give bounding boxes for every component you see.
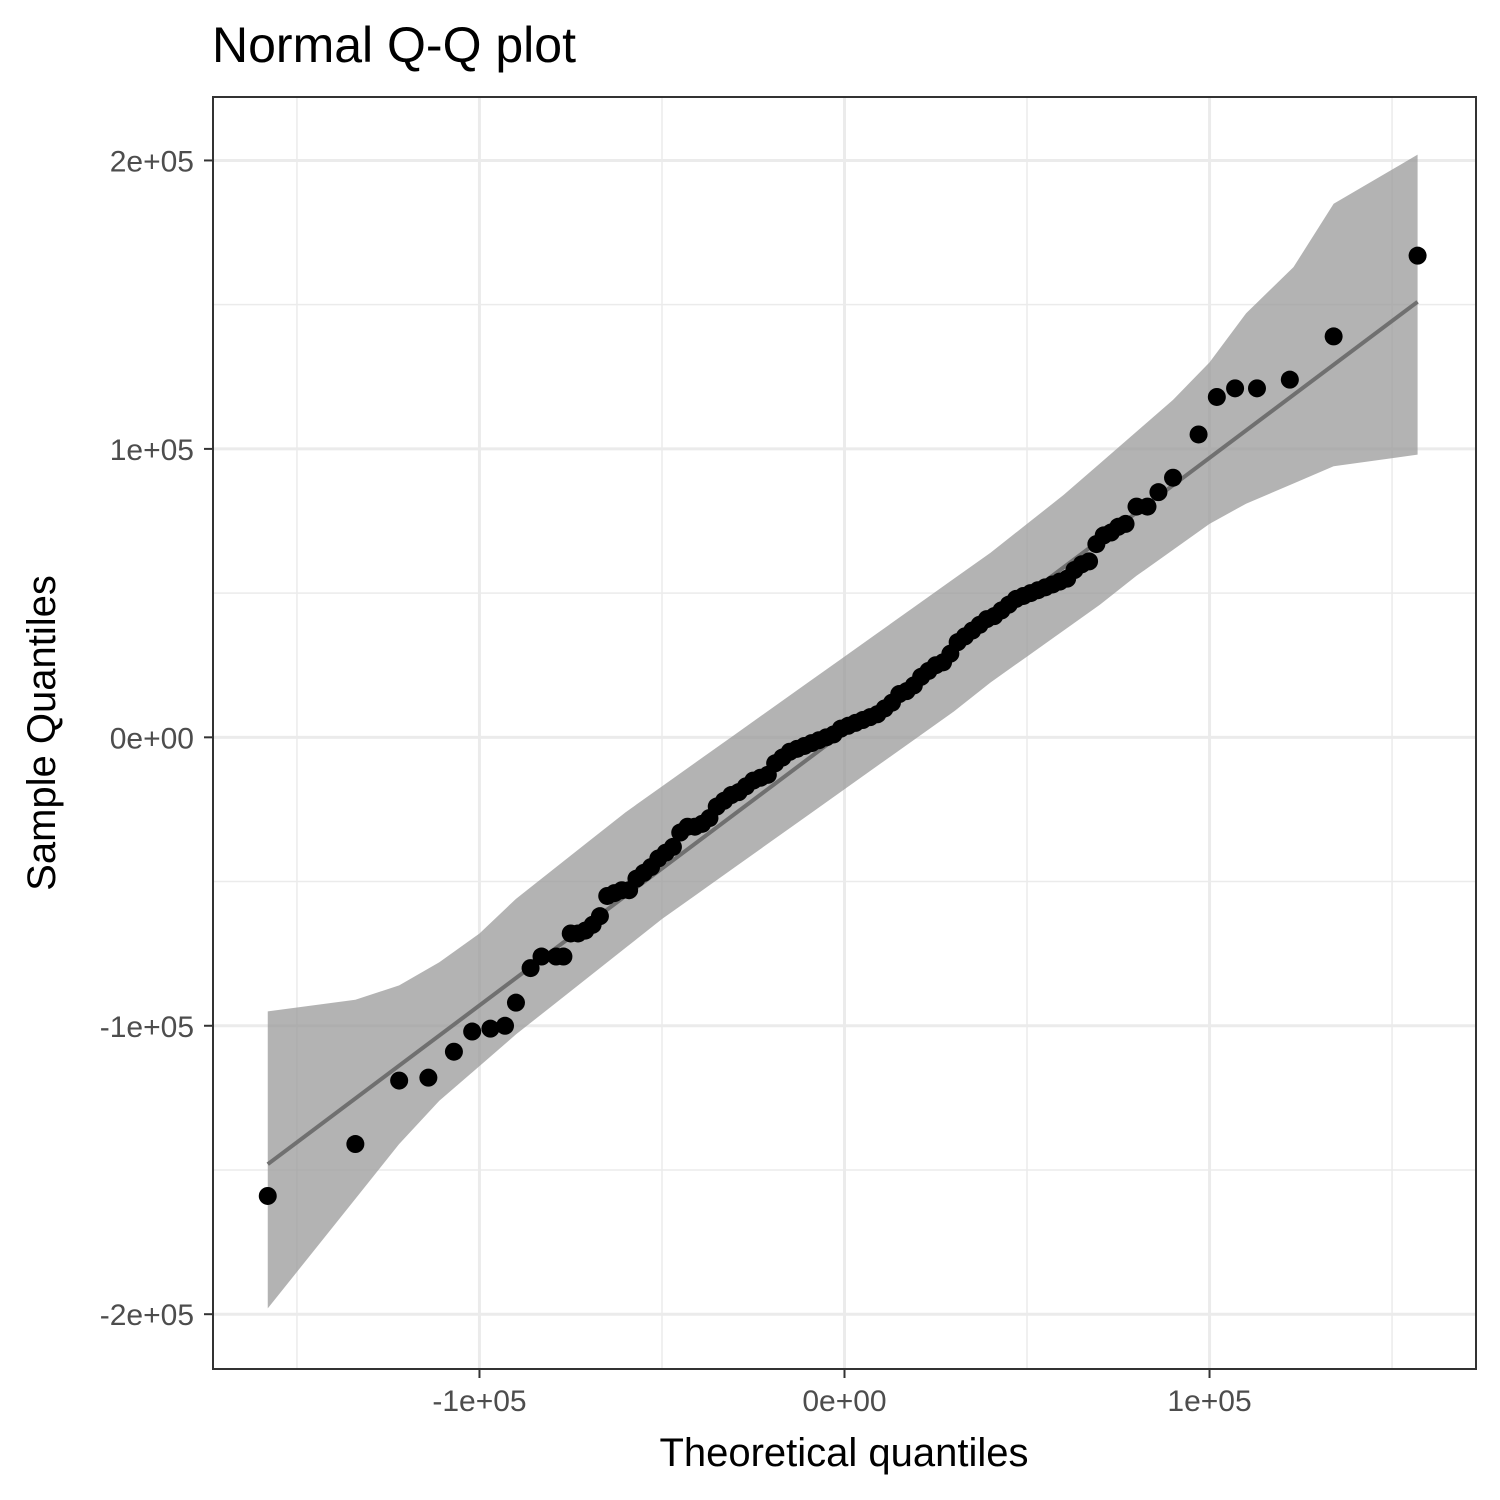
y-axis: -2e+05 -1e+05 0e+00 1e+05 2e+05 bbox=[100, 145, 213, 1332]
y-tick-label: -1e+05 bbox=[100, 1011, 194, 1044]
data-point bbox=[1408, 246, 1427, 265]
data-point bbox=[463, 1022, 482, 1041]
data-point bbox=[1138, 497, 1157, 516]
data-point bbox=[346, 1135, 365, 1154]
data-point bbox=[481, 1019, 500, 1038]
x-tick-label: -1e+05 bbox=[432, 1385, 526, 1418]
data-point bbox=[1149, 483, 1168, 502]
data-point bbox=[1116, 514, 1135, 533]
data-point bbox=[1226, 379, 1245, 398]
data-point bbox=[554, 947, 573, 966]
data-point bbox=[258, 1186, 277, 1205]
data-point bbox=[1207, 387, 1226, 406]
data-point bbox=[506, 993, 525, 1012]
data-point bbox=[496, 1016, 515, 1035]
data-point bbox=[1189, 425, 1208, 444]
x-axis: -1e+05 0e+00 1e+05 bbox=[432, 1369, 1252, 1418]
chart-title: Normal Q-Q plot bbox=[212, 17, 576, 73]
data-point bbox=[1280, 370, 1299, 389]
data-point bbox=[1247, 379, 1266, 398]
data-point bbox=[419, 1068, 438, 1087]
data-point bbox=[1324, 327, 1343, 346]
data-point bbox=[1080, 552, 1099, 571]
y-tick-label: 2e+05 bbox=[110, 145, 194, 178]
x-tick-label: 1e+05 bbox=[1167, 1385, 1251, 1418]
data-point bbox=[663, 837, 682, 856]
data-point bbox=[1164, 468, 1183, 487]
y-tick-label: 1e+05 bbox=[110, 434, 194, 467]
data-points bbox=[258, 246, 1427, 1205]
y-tick-label: 0e+00 bbox=[110, 722, 194, 755]
data-point bbox=[390, 1071, 409, 1090]
data-point bbox=[521, 959, 540, 978]
data-point bbox=[444, 1042, 463, 1061]
x-tick-label: 0e+00 bbox=[802, 1385, 886, 1418]
x-axis-title: Theoretical quantiles bbox=[659, 1431, 1028, 1475]
y-axis-title: Sample Quantiles bbox=[20, 575, 64, 891]
y-tick-label: -2e+05 bbox=[100, 1299, 194, 1332]
data-point bbox=[590, 907, 609, 926]
data-point bbox=[532, 947, 551, 966]
